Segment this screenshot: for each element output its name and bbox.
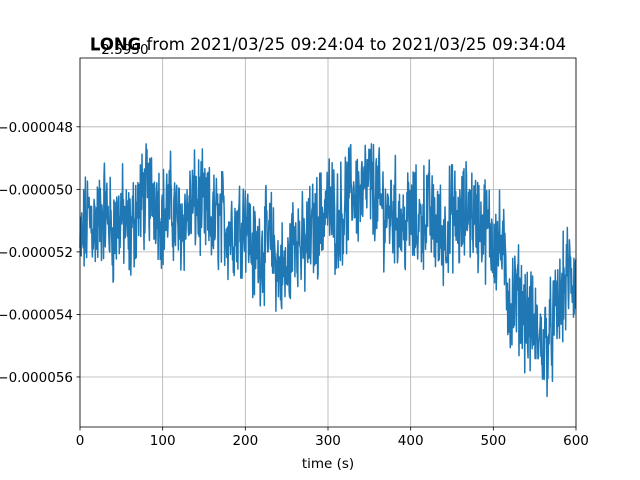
chart-title-rest: from 2021/03/25 09:24:04 to 2021/03/25 0… bbox=[141, 35, 566, 54]
y-tick-label: −0.000052 bbox=[0, 245, 73, 261]
y-tick-label: −0.000054 bbox=[0, 307, 73, 323]
plot-area bbox=[79, 143, 577, 398]
y-tick-label: −0.000056 bbox=[0, 370, 73, 386]
chart-title: LONG from 2021/03/25 09:24:04 to 2021/03… bbox=[90, 35, 566, 54]
series-line bbox=[79, 143, 577, 398]
y-tick-label: −0.000050 bbox=[0, 182, 73, 198]
x-tick-label: 400 bbox=[398, 433, 424, 449]
x-tick-label: 200 bbox=[232, 433, 258, 449]
chart-title-bold: LONG bbox=[90, 35, 141, 54]
x-tick-label: 500 bbox=[480, 433, 506, 449]
x-tick-label: 100 bbox=[150, 433, 176, 449]
y-axis-ticks: −0.000048 −0.000050 −0.000052 −0.000054 −0.0… bbox=[0, 120, 80, 386]
x-tick-label: 600 bbox=[563, 433, 589, 449]
x-tick-label: 0 bbox=[76, 433, 85, 449]
x-tick-label: 300 bbox=[315, 433, 341, 449]
y-axis-offset-label: −2.5950 bbox=[90, 42, 149, 58]
y-tick-label: −0.000048 bbox=[0, 120, 73, 136]
x-axis-ticks: 0 100 200 300 400 500 600 bbox=[76, 427, 589, 449]
x-axis-label: time (s) bbox=[302, 456, 354, 472]
